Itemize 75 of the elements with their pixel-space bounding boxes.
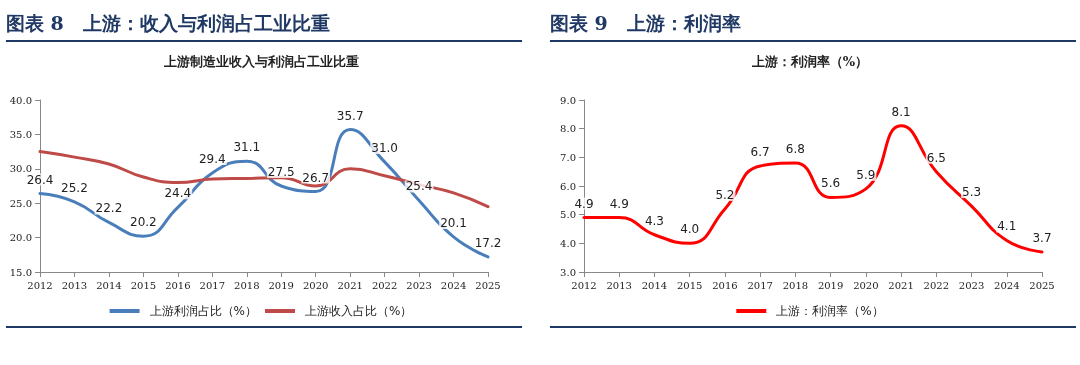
data-label: 20.1: [440, 215, 467, 230]
y-tick-label: 15.0: [9, 266, 32, 278]
x-tick-label: 2016: [712, 279, 738, 291]
data-label: 3.7: [1032, 230, 1052, 245]
data-label: 6.7: [750, 144, 770, 159]
y-tick-label: 3.0: [560, 266, 576, 278]
chart-subtitle: 上游：利润率（%）: [750, 54, 869, 69]
data-label: 5.2: [715, 187, 735, 202]
x-tick-label: 2023: [958, 279, 985, 291]
data-label: 26.4: [26, 172, 54, 187]
data-label: 4.1: [997, 219, 1017, 234]
x-tick-label: 2024: [994, 279, 1020, 291]
x-tick-label: 2024: [440, 279, 467, 291]
chart-subtitle: 上游制造业收入与利润占工业比重: [162, 54, 359, 69]
data-label: 4.0: [680, 222, 700, 237]
data-label: 4.3: [644, 213, 665, 228]
x-tick-label: 2013: [61, 279, 88, 291]
y-tick-label: 8.0: [560, 123, 576, 135]
x-tick-label: 2023: [406, 279, 432, 291]
data-label: 20.2: [130, 215, 157, 230]
x-tick-label: 2014: [641, 279, 668, 291]
x-tick-label: 2012: [571, 279, 597, 291]
x-tick-label: 2020: [302, 279, 329, 291]
x-tick-label: 2021: [888, 279, 914, 291]
x-tick-label: 2018: [782, 279, 809, 291]
y-tick-label: 9.0: [560, 94, 576, 106]
x-tick-label: 2025: [1029, 279, 1055, 291]
x-tick-label: 2012: [27, 279, 53, 291]
data-label: 22.2: [95, 201, 123, 216]
data-label: 17.2: [474, 235, 502, 250]
data-label: 5.3: [961, 185, 982, 200]
data-label: 27.5: [267, 165, 295, 179]
data-label: 4.9: [609, 196, 629, 211]
chart-title: 图表 8 上游：收入与利润占工业比重: [6, 6, 522, 42]
data-label: 31.1: [233, 140, 261, 155]
x-tick-label: 2017: [199, 279, 226, 291]
y-tick-label: 40.0: [9, 94, 32, 106]
x-tick-label: 2013: [606, 279, 632, 291]
legend-label: 上游：利润率（%）: [776, 304, 884, 318]
y-tick-label: 25.0: [9, 197, 32, 209]
y-tick-label: 20.0: [9, 232, 32, 244]
x-tick-label: 2016: [165, 279, 191, 291]
x-tick-label: 2017: [747, 279, 773, 291]
data-label: 4.9: [574, 196, 594, 211]
data-label: 29.4: [198, 151, 226, 166]
x-tick-label: 2021: [337, 279, 363, 291]
data-label: 5.6: [821, 176, 841, 191]
y-tick-label: 5.0: [560, 209, 576, 221]
data-label: 25.2: [61, 180, 88, 195]
data-label: 5.9: [856, 167, 876, 182]
x-tick-label: 2019: [817, 279, 844, 291]
y-tick-label: 4.0: [560, 237, 576, 249]
data-label: 24.4: [164, 186, 192, 201]
data-label: 31.0: [371, 140, 398, 155]
x-tick-label: 2018: [234, 279, 260, 291]
x-tick-label: 2014: [96, 279, 122, 291]
y-tick-label: 6.0: [560, 180, 576, 192]
data-label: 26.7: [302, 170, 330, 185]
y-tick-label: 35.0: [9, 128, 32, 140]
y-tick-label: 30.0: [9, 163, 32, 175]
data-label: 35.7: [336, 108, 364, 123]
x-tick-label: 2025: [475, 279, 501, 291]
x-tick-label: 2015: [130, 279, 157, 291]
chart-title: 图表 9 上游：利润率: [550, 6, 1076, 42]
x-tick-label: 2020: [853, 279, 879, 291]
x-tick-label: 2022: [923, 279, 950, 291]
legend-label: 上游收入占比（%）: [305, 304, 413, 318]
x-tick-label: 2015: [676, 279, 703, 291]
data-label: 6.5: [926, 150, 946, 165]
x-tick-label: 2022: [371, 279, 398, 291]
x-tick-label: 2019: [268, 279, 294, 291]
y-tick-label: 7.0: [560, 151, 576, 163]
data-label: 6.8: [785, 142, 805, 157]
data-label: 8.1: [891, 104, 911, 119]
legend-label: 上游利润占比（%）: [149, 304, 257, 318]
